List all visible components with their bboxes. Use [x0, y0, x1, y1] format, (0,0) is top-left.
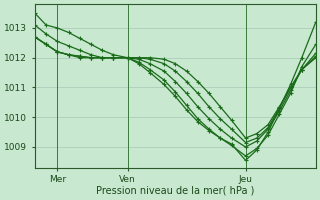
X-axis label: Pression niveau de la mer( hPa ): Pression niveau de la mer( hPa ) [96, 186, 254, 196]
